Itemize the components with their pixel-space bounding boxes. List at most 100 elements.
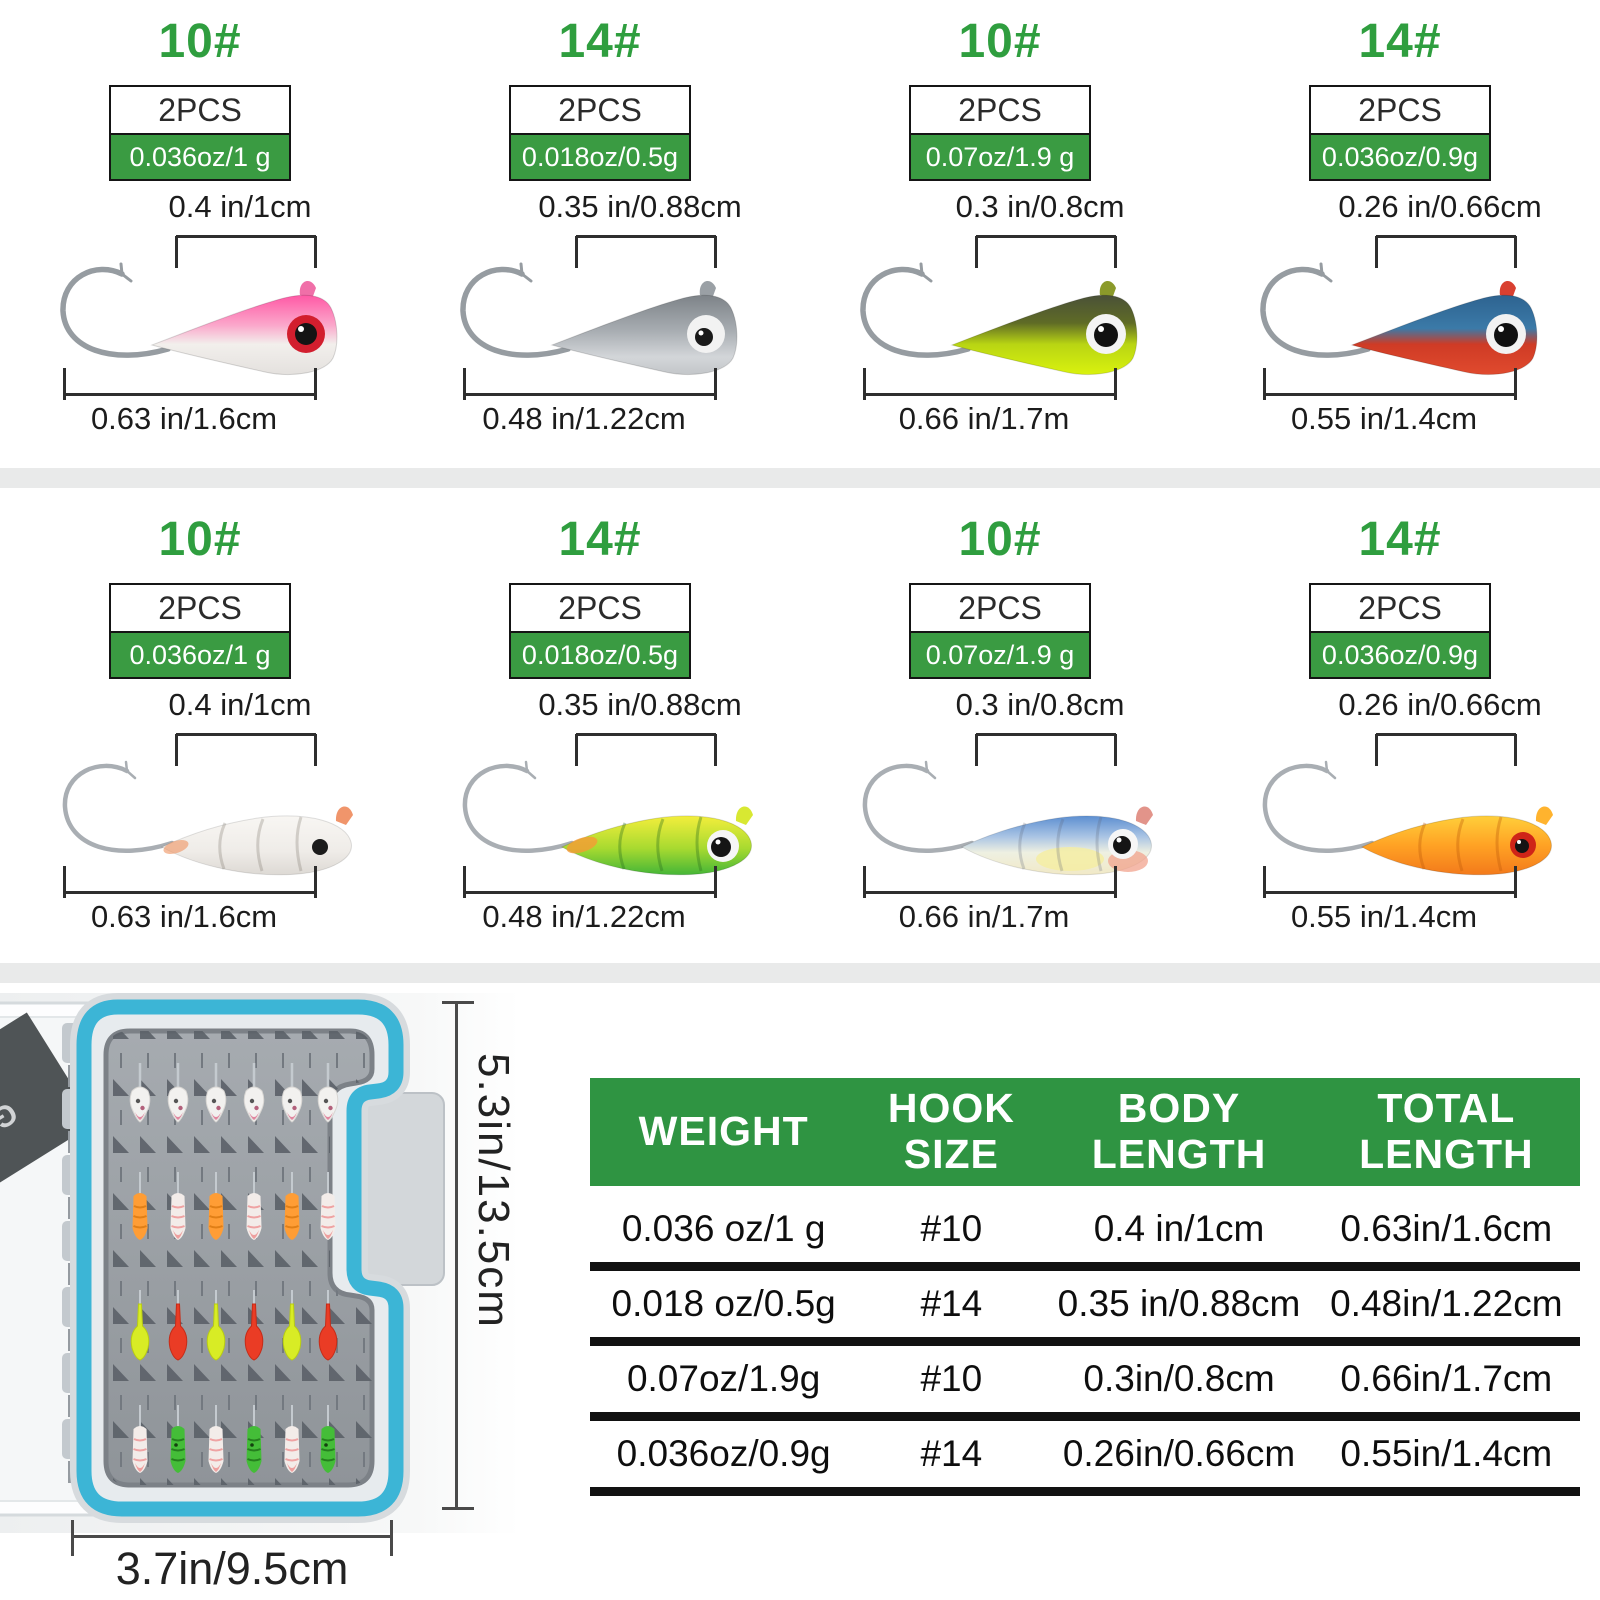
dim-tick (863, 866, 866, 898)
cell-total-length: 0.55in/1.4cm (1340, 1433, 1553, 1474)
hook-icon (860, 266, 971, 358)
grub-lure-green-yellow (462, 760, 753, 876)
cell-weight: 0.036oz/0.9g (616, 1433, 831, 1474)
body-length-label: 0.26 in/0.66cm (1338, 189, 1542, 224)
lure-diagram: 0.3 in/0.8cm (800, 687, 1200, 949)
hook-barb (524, 760, 537, 780)
total-length-dim-line (1263, 368, 1517, 400)
lure-pupil (1113, 836, 1131, 854)
lure-spec-panel-3: 10# 2PCS 0.07oz/1.9 g 0.3 in/0.8cm (800, 0, 1200, 468)
section-divider (0, 468, 1600, 488)
dim-tick (975, 236, 978, 268)
belly-accent (1036, 847, 1104, 871)
hook-icon (862, 763, 975, 853)
lure-pupil (695, 328, 713, 346)
lure-diagram: 0.35 in/0.88cm 0.48 in/1.22cm (400, 189, 800, 451)
table-row: 0.036oz/0.9g #14 0.26in/0.66cm 0.55in/1.… (590, 1421, 1580, 1496)
total-length-label: 0.48 in/1.22cm (482, 401, 686, 436)
lure-body (960, 815, 1152, 876)
hook-size-heading: 10# (158, 15, 242, 68)
hook-size-heading: 14# (1358, 513, 1442, 566)
col-header-body-length: BODY LENGTH (1091, 1085, 1267, 1177)
dim-tick (314, 866, 317, 898)
lure-spec-panel-7: 10# 2PCS 0.07oz/1.9 g 0.3 in/0.8cm (800, 488, 1200, 963)
spec-row-jig-heads: 10# 2PCS 0.036oz/1 g 0.4 in/1cm (0, 0, 1600, 468)
segment-ridges (1418, 816, 1503, 872)
cell-weight: 0.018 oz/0.5g (611, 1283, 836, 1324)
eye-highlight (715, 839, 721, 845)
weight-badge: 0.036oz/1 g (111, 133, 289, 179)
dim-tick (1114, 368, 1117, 400)
dim-tick (390, 1520, 393, 1556)
total-length-dim-line (63, 866, 317, 898)
lure-diagram: 0.4 in/1cm 0.63 in/1.6cm (0, 189, 400, 451)
dim-tick (63, 368, 66, 400)
total-length-dim-line (63, 368, 317, 400)
segment-ridges (1018, 816, 1103, 872)
table-row: 0.07oz/1.9g #10 0.3in/0.8cm 0.66in/1.7cm (590, 1346, 1580, 1421)
jig-lure-chartreuse (860, 262, 1138, 375)
cell-hook-size: #14 (920, 1433, 983, 1474)
dim-tick (314, 734, 317, 766)
lure-spec-panel-1: 10# 2PCS 0.036oz/1 g 0.4 in/1cm (0, 0, 400, 468)
hook-size-heading: 10# (958, 513, 1042, 566)
total-length-label: 0.63 in/1.6cm (90, 401, 278, 436)
box-width-label: 3.7in/9.5cm (115, 1543, 349, 1594)
dim-tick (1114, 866, 1117, 898)
pcs-count: 2PCS (511, 585, 689, 631)
hook-size-heading: 14# (558, 513, 642, 566)
section-divider (0, 963, 1600, 983)
dim-tick (1114, 236, 1117, 268)
bottom-section: GOT (0, 983, 1600, 1600)
lure-pupil (1494, 323, 1518, 347)
lure-pupil (1515, 839, 1529, 853)
dim-tick (1514, 368, 1517, 400)
lure-diagram: 0.35 in/0.88cm (400, 687, 800, 949)
lure-spec-panel-8: 14# 2PCS 0.036oz/0.9g 0.26 in/0.66cm (1200, 488, 1600, 963)
hook-size-heading: 14# (558, 15, 642, 68)
spec-box: 2PCS 0.018oz/0.5g (509, 583, 691, 679)
lure-spec-panel-5: 10# 2PCS 0.036oz/1 g 0.4 in/1cm (0, 488, 400, 963)
total-length-dim-line (463, 866, 717, 898)
dim-tick (314, 236, 317, 268)
body-length-dim-line (975, 733, 1117, 766)
col-header-hook-size: HOOK SIZE (887, 1085, 1015, 1177)
total-length-label: 0.63 in/1.6cm (90, 899, 278, 934)
dim-tick (442, 1507, 474, 1510)
lure-diagram: 0.3 in/0.8cm 0.66 in/1.7m (800, 189, 1200, 451)
total-length-label: 0.55 in/1.4cm (1290, 401, 1478, 436)
cell-body-length: 0.3in/0.8cm (1083, 1358, 1275, 1399)
dim-tick (63, 866, 66, 898)
lure-diagram: 0.26 in/0.66cm 0.55 in/1.4cm (1200, 189, 1600, 451)
hook-icon (60, 266, 171, 358)
spec-table-body: 0.036 oz/1 g #10 0.4 in/1cm 0.63in/1.6cm… (590, 1196, 1580, 1496)
body-length-label: 0.35 in/0.88cm (538, 687, 742, 722)
total-length-label: 0.66 in/1.7m (898, 899, 1070, 934)
lure-spec-panel-4: 14# 2PCS 0.036oz/0.9g 0.26 in/0.66cm (1200, 0, 1600, 468)
body-length-dim-line (1375, 235, 1517, 268)
hook-size-heading: 14# (1358, 15, 1442, 68)
lure-pupil (1094, 323, 1118, 347)
tackle-box-photo: GOT (0, 993, 520, 1538)
dim-tick (1514, 236, 1517, 268)
body-length-dim-line (975, 235, 1117, 268)
cell-hook-size: #10 (920, 1208, 983, 1249)
body-length-label: 0.3 in/0.8cm (955, 189, 1125, 224)
spec-box: 2PCS 0.036oz/0.9g (1309, 85, 1491, 181)
hook-barb (124, 760, 137, 780)
total-length-label: 0.55 in/1.4cm (1290, 899, 1478, 934)
body-length-label: 0.26 in/0.66cm (1338, 687, 1542, 722)
pcs-count: 2PCS (911, 585, 1089, 631)
dim-tick (1375, 734, 1378, 766)
body-length-dim-line (575, 733, 717, 766)
cell-total-length: 0.66in/1.7cm (1340, 1358, 1553, 1399)
body-length-label: 0.4 in/1cm (168, 189, 312, 224)
lure-pupil (711, 837, 731, 857)
hook-barb (519, 262, 533, 283)
cell-body-length: 0.4 in/1cm (1093, 1208, 1265, 1249)
dim-tick (575, 236, 578, 268)
cell-weight: 0.07oz/1.9g (626, 1358, 821, 1399)
dim-tick (863, 368, 866, 400)
lure-diagram: 0.26 in/0.66cm 0.55 (1200, 687, 1600, 949)
